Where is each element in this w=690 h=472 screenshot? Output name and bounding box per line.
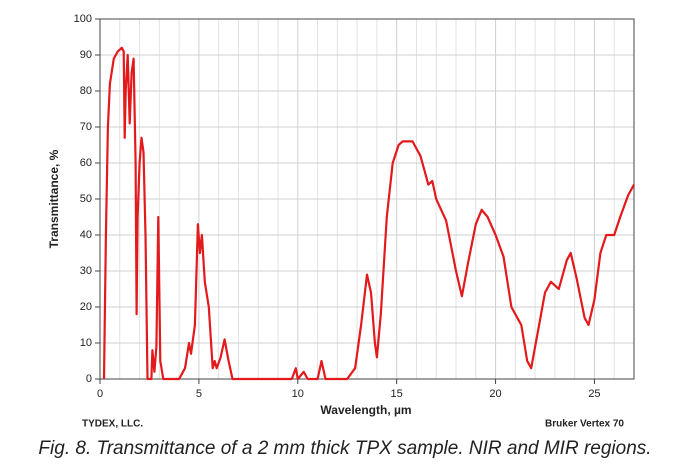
x-tick-label: 10: [292, 388, 304, 400]
y-tick-label: 100: [74, 13, 92, 25]
x-axis-label: Wavelength, µm: [320, 403, 411, 417]
y-tick-label: 60: [80, 157, 92, 169]
y-tick-label: 50: [80, 193, 92, 205]
footer-right: Bruker Vertex 70: [545, 419, 624, 430]
y-axis-label: Transmittance, %: [47, 149, 61, 248]
footer-left: TYDEX, LLC.: [82, 419, 143, 430]
x-tick-label: 20: [489, 388, 501, 400]
x-tick-label: 15: [391, 388, 403, 400]
y-tick-label: 10: [80, 337, 92, 349]
x-tick-label: 25: [588, 388, 600, 400]
y-tick-label: 90: [80, 49, 92, 61]
y-tick-label: 80: [80, 85, 92, 97]
y-tick-label: 40: [80, 229, 92, 241]
x-tick-label: 0: [97, 388, 103, 400]
data-line: [102, 46, 635, 381]
y-tick-label: 30: [80, 265, 92, 277]
caption: Fig. 8. Transmittance of a 2 mm thick TP…: [38, 438, 651, 459]
x-tick-label: 5: [196, 388, 202, 400]
y-tick-label: 20: [80, 301, 92, 313]
y-tick-label: 0: [86, 373, 92, 385]
y-tick-label: 70: [80, 121, 92, 133]
